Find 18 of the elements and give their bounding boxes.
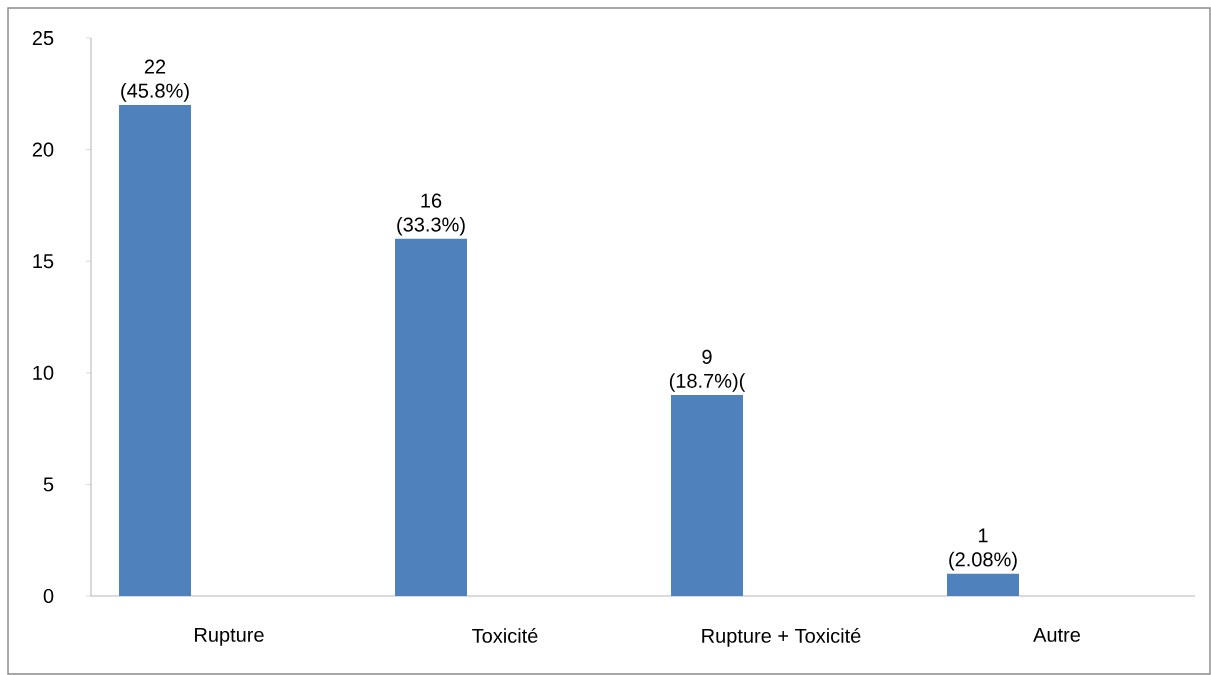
y-tick-label: 5 — [43, 477, 54, 492]
data-label: 1 (2.08%) — [949, 528, 1017, 571]
x-tick-label: Rupture + Toxicité — [702, 627, 861, 647]
y-tick-label: 25 — [32, 30, 54, 46]
y-tick-label: 20 — [32, 142, 54, 157]
data-label: 16 (33.3%) — [397, 193, 465, 236]
bar — [947, 573, 1019, 596]
x-tick-label: Rupture — [195, 627, 264, 646]
x-tick-label: Toxicité — [472, 627, 538, 643]
bar — [671, 395, 743, 596]
bar — [119, 104, 192, 596]
x-tick-label: Autre — [1033, 627, 1080, 642]
data-label: 9 (18.7%)( — [669, 349, 746, 392]
y-tick-label: 0 — [43, 588, 54, 604]
bar — [395, 238, 468, 596]
y-tick-label: 10 — [33, 365, 54, 380]
data-label: 22 (45.8%) — [121, 59, 189, 102]
y-tick-label: 15 — [33, 254, 54, 269]
